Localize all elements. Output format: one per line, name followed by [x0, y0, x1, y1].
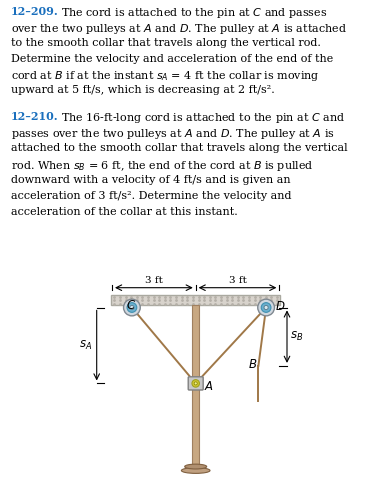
Text: Determine the velocity and acceleration of the end of the: Determine the velocity and acceleration …: [11, 54, 333, 64]
Text: $B$: $B$: [249, 358, 258, 371]
Text: cord at $B$ if at the instant $s_A$ = 4 ft the collar is moving: cord at $B$ if at the instant $s_A$ = 4 …: [11, 70, 319, 84]
Ellipse shape: [185, 464, 207, 469]
Circle shape: [194, 382, 197, 385]
Circle shape: [127, 302, 137, 312]
Circle shape: [130, 306, 134, 310]
Text: upward at 5 ft/s, which is decreasing at 2 ft/s².: upward at 5 ft/s, which is decreasing at…: [11, 86, 274, 96]
Circle shape: [258, 299, 274, 316]
Text: $s_B$: $s_B$: [290, 330, 303, 343]
FancyBboxPatch shape: [192, 306, 199, 467]
Text: acceleration of the collar at this instant.: acceleration of the collar at this insta…: [11, 207, 237, 217]
FancyBboxPatch shape: [111, 296, 280, 306]
Ellipse shape: [181, 468, 210, 473]
Text: to the smooth collar that travels along the vertical rod.: to the smooth collar that travels along …: [11, 38, 320, 48]
Circle shape: [261, 302, 271, 312]
Text: attached to the smooth collar that travels along the vertical: attached to the smooth collar that trave…: [11, 143, 347, 153]
Text: $s_A$: $s_A$: [79, 339, 92, 352]
Text: 12–210.: 12–210.: [11, 111, 58, 122]
Text: acceleration of 3 ft/s². Determine the velocity and: acceleration of 3 ft/s². Determine the v…: [11, 191, 291, 201]
Text: rod. When $s_B$ = 6 ft, the end of the cord at $B$ is pulled: rod. When $s_B$ = 6 ft, the end of the c…: [11, 159, 313, 173]
Text: $A$: $A$: [204, 380, 214, 393]
Text: $D$: $D$: [275, 300, 286, 313]
Text: 12–209.: 12–209.: [11, 6, 58, 16]
Text: The 16-ft-long cord is attached to the pin at $C$ and: The 16-ft-long cord is attached to the p…: [61, 111, 345, 125]
Text: 3 ft: 3 ft: [229, 276, 246, 285]
FancyBboxPatch shape: [188, 377, 203, 390]
Text: downward with a velocity of 4 ft/s and is given an: downward with a velocity of 4 ft/s and i…: [11, 175, 290, 185]
Circle shape: [124, 299, 140, 316]
Text: 3 ft: 3 ft: [145, 276, 163, 285]
Text: over the two pulleys at $A$ and $D$. The pulley at $A$ is attached: over the two pulleys at $A$ and $D$. The…: [11, 22, 346, 36]
Text: The cord is attached to the pin at $C$ and passes: The cord is attached to the pin at $C$ a…: [61, 6, 327, 20]
Text: $C$: $C$: [126, 299, 136, 312]
Circle shape: [264, 306, 268, 310]
Circle shape: [192, 380, 199, 387]
Text: passes over the two pulleys at $A$ and $D$. The pulley at $A$ is: passes over the two pulleys at $A$ and $…: [11, 127, 334, 141]
